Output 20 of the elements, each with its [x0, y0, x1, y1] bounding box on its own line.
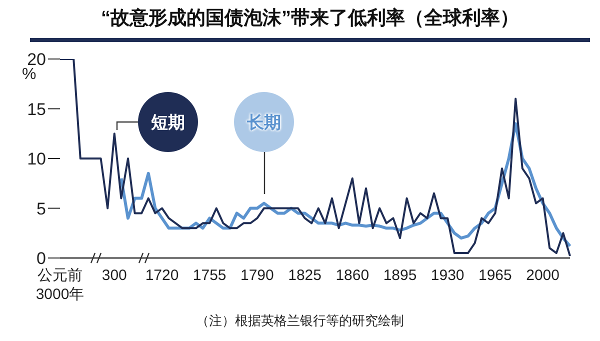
x-tick-label: 1930: [430, 267, 464, 284]
y-tick-label: 5: [36, 199, 46, 218]
text: （注）根据英格兰银行等的研究绘制: [196, 313, 404, 328]
x-tick-label: 公元前 3000年: [36, 267, 84, 303]
text: 长期: [247, 112, 281, 134]
x-tick-label: 1720: [145, 267, 179, 284]
x-tick-label: 300: [102, 267, 127, 284]
y-tick-label: 15: [27, 100, 46, 119]
x-tick-label: 2000: [526, 267, 560, 284]
x-tick-label: 1860: [336, 267, 370, 284]
x-tick-label: 1895: [383, 267, 417, 284]
line-series: [59, 59, 571, 258]
x-tick-label: 1965: [478, 267, 512, 284]
y-tick-label: 0: [36, 249, 46, 268]
x-tick-label: 1790: [240, 267, 274, 284]
text: 短期: [151, 112, 185, 134]
chart-title: “故意形成的国债泡沫”带来了低利率（全球利率）: [101, 8, 519, 29]
x-tick-label: 1825: [288, 267, 322, 284]
y-tick-label: 10: [27, 150, 46, 169]
x-tick-label: 1755: [192, 267, 226, 284]
